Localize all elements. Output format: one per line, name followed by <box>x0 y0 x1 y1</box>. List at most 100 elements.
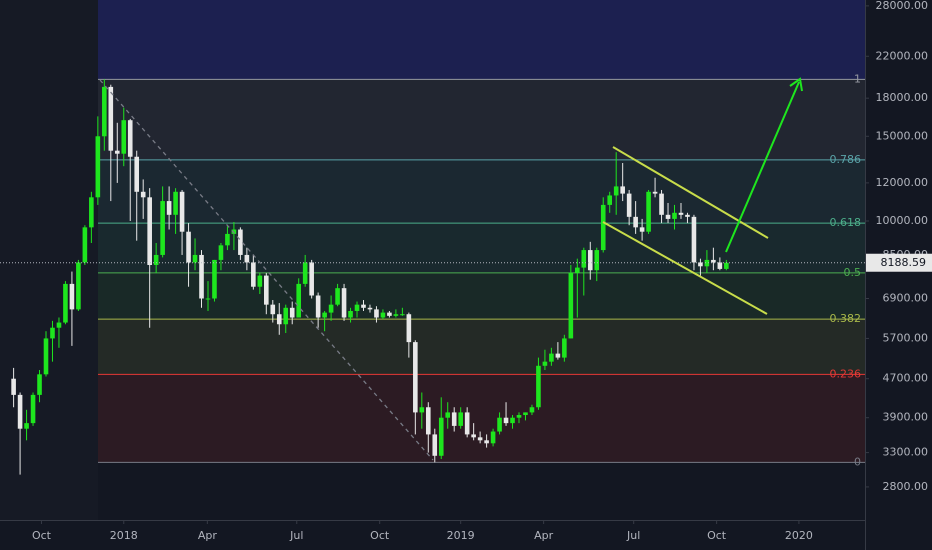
candle-body <box>484 440 489 444</box>
fib-label: 0.236 <box>830 367 862 380</box>
fib-zone <box>98 319 865 375</box>
candle-body <box>309 262 314 296</box>
candle-body <box>438 417 444 456</box>
candle-body <box>542 361 548 366</box>
candle-body <box>613 186 619 196</box>
candle-body <box>341 288 347 318</box>
x-tick-label: Jul <box>289 529 303 542</box>
candle-body <box>652 191 658 194</box>
candle-body <box>516 415 522 418</box>
candle-body <box>400 314 405 316</box>
fib-zone <box>98 223 865 273</box>
candle-body <box>76 262 81 310</box>
candle-body <box>153 254 159 266</box>
candle-body <box>11 378 16 395</box>
candle-body <box>147 197 152 266</box>
candle-body <box>587 250 593 271</box>
candle-body <box>199 254 204 299</box>
candle-body <box>283 307 289 325</box>
x-tick-label: 2018 <box>110 529 138 542</box>
candle-body <box>490 431 496 444</box>
x-tick-label: Apr <box>198 529 218 542</box>
y-tick-label: 18000.00 <box>876 91 929 104</box>
candle-body <box>43 338 49 375</box>
candle-body <box>231 229 237 234</box>
candle-body <box>685 214 690 217</box>
candle-body <box>698 262 703 267</box>
y-tick-label: 3300.00 <box>883 446 929 459</box>
left-shade <box>0 0 98 520</box>
candle-body <box>335 288 340 305</box>
candle-body <box>114 150 120 154</box>
candle-body <box>562 338 567 358</box>
fib-zones: 1 0.786 0.618 0.5 0.382 0.236 0 <box>98 0 865 468</box>
candle-body <box>315 295 321 318</box>
candle-body <box>108 86 114 151</box>
candle-body <box>134 156 140 192</box>
candle-body <box>17 394 23 429</box>
candle-body <box>445 412 451 418</box>
fib-label: 0 <box>854 455 861 468</box>
candle-body <box>581 250 587 268</box>
candle-body <box>594 250 600 271</box>
candle-body <box>24 423 29 429</box>
last-price-tag <box>866 253 932 272</box>
candle-body <box>425 407 431 435</box>
candle-body <box>646 191 651 232</box>
candle-body <box>413 342 418 413</box>
candle-body <box>89 197 94 228</box>
candle-body <box>620 186 625 194</box>
candle-body <box>711 259 716 263</box>
candle-body <box>575 267 580 273</box>
fib-zone <box>98 79 865 160</box>
x-tick-label: Apr <box>534 529 554 542</box>
candle-body <box>471 434 476 438</box>
candle-body <box>568 272 574 339</box>
candle-body <box>121 120 127 154</box>
candle-body <box>626 193 632 217</box>
candle-body <box>218 245 224 260</box>
fib-label: 0.618 <box>830 216 862 229</box>
x-axis-area <box>0 521 866 550</box>
candle-body <box>503 417 509 424</box>
candle-body <box>205 298 211 300</box>
y-tick-label: 3900.00 <box>883 411 929 424</box>
candle-body <box>296 283 302 318</box>
candle-body <box>63 283 68 323</box>
candle-body <box>244 254 250 263</box>
candle-body <box>691 216 697 263</box>
candle-body <box>173 191 178 215</box>
fib-label: 1 <box>854 72 861 85</box>
x-tick-label: Oct <box>32 529 52 542</box>
candle-body <box>523 412 528 416</box>
candle-body <box>536 365 541 408</box>
candle-body <box>374 309 379 318</box>
fib-zone <box>98 159 865 224</box>
candle-body <box>251 262 256 287</box>
x-tick-label: Jul <box>626 529 640 542</box>
candle-body <box>600 204 606 251</box>
candle-body <box>102 86 107 137</box>
candle-body <box>497 417 502 432</box>
candle-body <box>555 353 561 358</box>
candle-body <box>328 304 334 313</box>
x-tick-label: 2019 <box>447 529 475 542</box>
candle-body <box>354 304 360 311</box>
drawings <box>99 77 803 461</box>
candle-body <box>549 353 554 362</box>
candle-body <box>678 212 684 215</box>
candle-body <box>361 304 366 308</box>
candle-body <box>186 231 191 263</box>
candle-body <box>704 259 710 267</box>
x-tick-label: 2020 <box>785 529 813 542</box>
candle-body <box>50 327 55 339</box>
axes: 2800.00 3300.00 3900.00 4700.00 5700.00 6900.… <box>32 0 932 542</box>
candle-body <box>510 417 515 424</box>
candle-body <box>451 412 457 426</box>
candle-body <box>717 262 723 269</box>
fib-zone <box>98 272 865 320</box>
candle-body <box>393 314 399 316</box>
